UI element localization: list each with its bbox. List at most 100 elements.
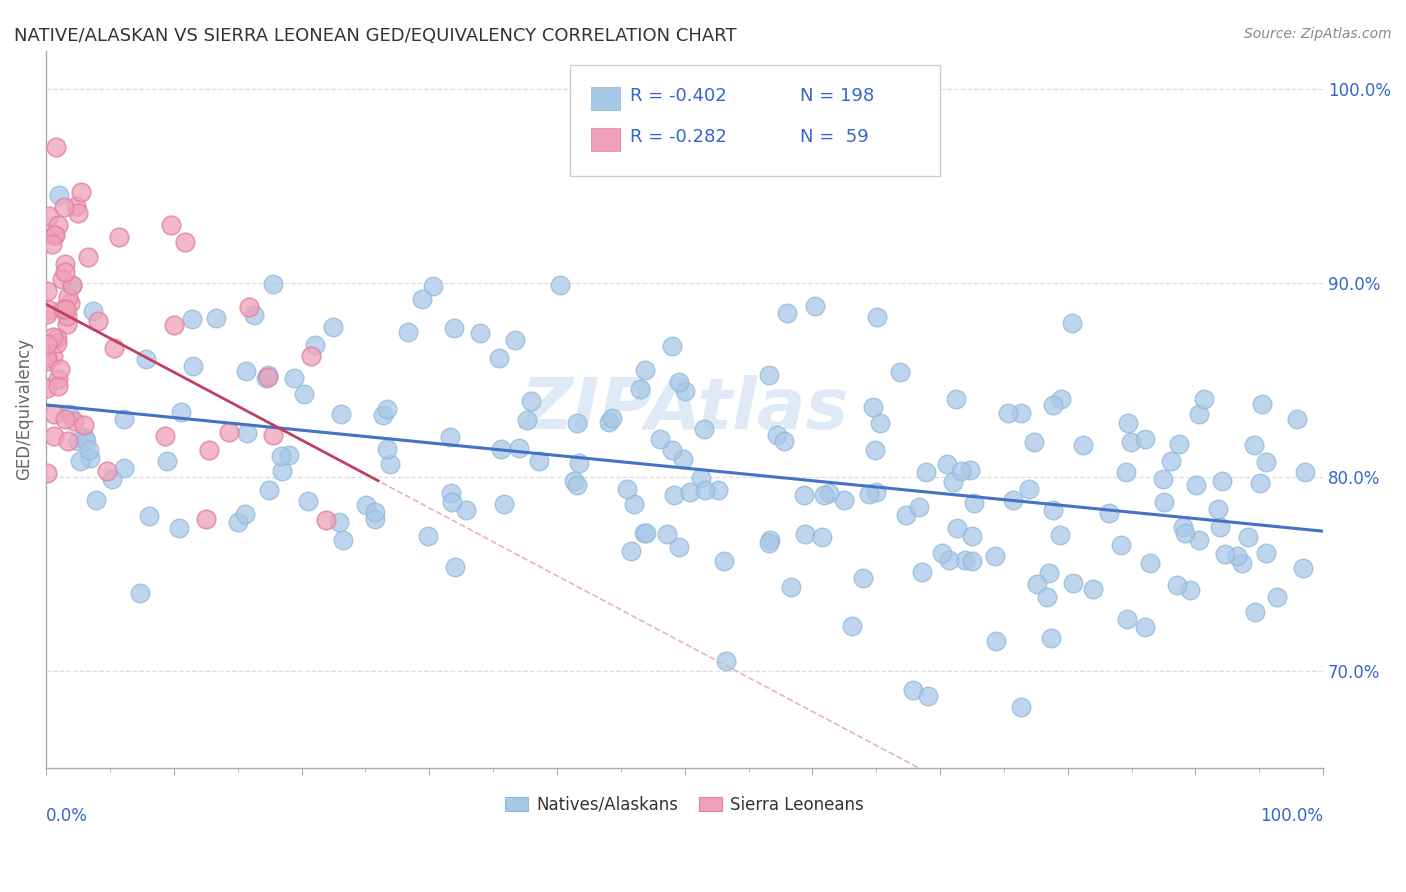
Point [515, 413, 537, 427]
Text: R = -0.282: R = -0.282 [630, 128, 727, 145]
Point [1049, 528, 1071, 542]
Point [872, 789, 894, 804]
Point [706, 483, 728, 498]
Text: R = -0.402: R = -0.402 [630, 87, 727, 105]
Point [65, 198, 87, 212]
Point [45, 140, 67, 154]
Point [1166, 578, 1188, 592]
Point [257, 368, 280, 382]
Point [174, 235, 197, 250]
Point [810, 530, 832, 544]
Point [1153, 494, 1175, 508]
Point [1211, 475, 1233, 489]
Point [1109, 538, 1132, 552]
Point [37, 351, 59, 365]
Point [73, 432, 96, 446]
Point [163, 318, 186, 333]
Point [135, 352, 157, 367]
Point [37, 381, 59, 395]
Point [254, 371, 277, 385]
Point [377, 402, 399, 417]
Point [1294, 466, 1316, 480]
Point [270, 449, 292, 463]
Point [226, 515, 249, 529]
Point [1171, 520, 1194, 534]
Point [598, 415, 620, 429]
Point [332, 533, 354, 548]
Point [257, 483, 280, 497]
Point [112, 461, 135, 475]
Point [889, 365, 911, 379]
Point [58, 291, 80, 305]
Point [456, 503, 478, 517]
Point [901, 683, 924, 698]
Point [236, 425, 259, 440]
Point [633, 526, 655, 541]
FancyBboxPatch shape [569, 65, 941, 176]
Point [562, 474, 585, 488]
Point [53, 265, 76, 279]
Point [962, 554, 984, 568]
Point [1081, 582, 1104, 596]
Point [773, 434, 796, 448]
Point [235, 364, 257, 378]
Point [66, 434, 89, 448]
Point [1285, 411, 1308, 425]
Point [37, 284, 59, 298]
Point [422, 279, 444, 293]
Point [780, 580, 803, 594]
Point [488, 351, 510, 365]
Point [620, 544, 643, 558]
Point [636, 525, 658, 540]
Bar [592, 87, 620, 111]
Point [69, 454, 91, 468]
Point [1049, 392, 1071, 406]
Point [53, 412, 76, 426]
Point [794, 527, 817, 541]
Point [713, 554, 735, 568]
Point [292, 387, 315, 401]
Point [1042, 503, 1064, 517]
Point [38, 302, 60, 317]
Point [262, 277, 284, 292]
Point [46, 331, 69, 345]
Point [1133, 620, 1156, 634]
Point [439, 430, 461, 444]
Point [1010, 700, 1032, 714]
Point [1133, 432, 1156, 446]
Point [60, 278, 83, 293]
Point [181, 359, 204, 373]
Point [616, 482, 638, 496]
Point [894, 508, 917, 522]
Point [1098, 506, 1121, 520]
Point [655, 527, 678, 541]
Point [693, 483, 716, 497]
Point [38, 209, 60, 223]
Point [56, 309, 79, 323]
Point [1265, 591, 1288, 605]
Point [1244, 606, 1267, 620]
Point [1001, 492, 1024, 507]
Point [443, 320, 465, 334]
Point [1209, 520, 1232, 534]
Point [1116, 416, 1139, 430]
Point [283, 371, 305, 385]
Point [693, 422, 716, 436]
Point [128, 585, 150, 599]
Point [1243, 437, 1265, 451]
Point [550, 277, 572, 292]
Point [138, 509, 160, 524]
Point [664, 487, 686, 501]
Point [41, 330, 63, 344]
Point [73, 418, 96, 433]
Point [440, 494, 463, 508]
Point [77, 251, 100, 265]
Point [58, 407, 80, 421]
Point [364, 505, 387, 519]
Point [818, 485, 841, 500]
Point [37, 336, 59, 351]
Point [841, 618, 863, 632]
Point [672, 451, 695, 466]
Point [52, 200, 75, 214]
Point [52, 302, 75, 317]
